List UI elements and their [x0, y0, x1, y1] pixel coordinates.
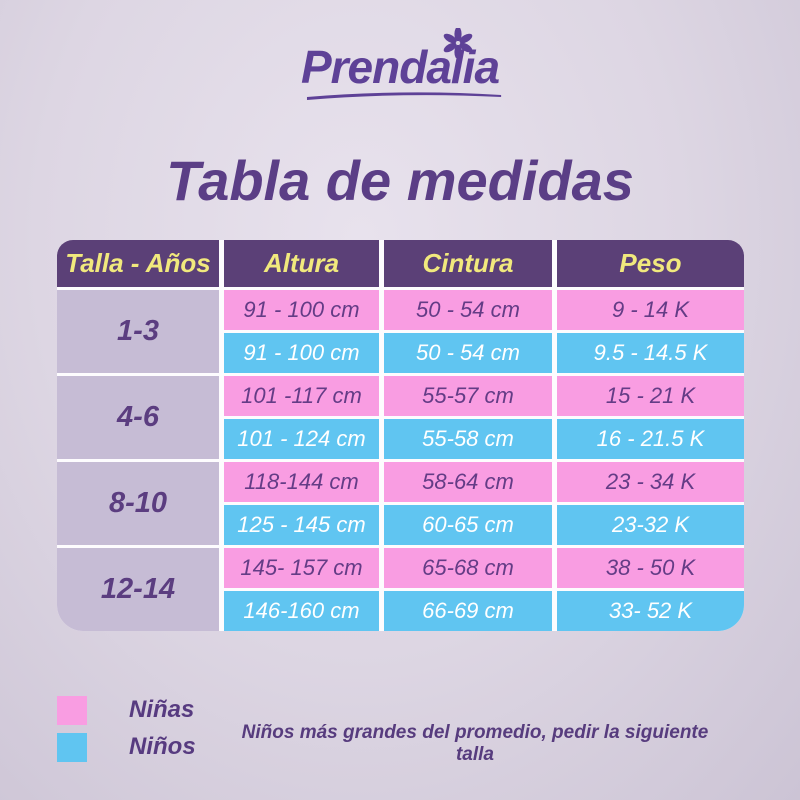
size-table: Talla - Años Altura Cintura Peso 1-3 91 …: [57, 240, 744, 631]
talla-group-4-6: 4-6: [57, 376, 219, 459]
boys-cintura-12-14: 66-69 cm: [384, 591, 552, 631]
talla-group-1-3: 1-3: [57, 290, 219, 373]
boys-altura-1-3: 91 - 100 cm: [224, 333, 379, 373]
boys-peso-12-14: 33- 52 K: [557, 591, 744, 631]
legend-label-boys: Niños: [129, 733, 196, 760]
boys-peso-4-6: 16 - 21.5 K: [557, 419, 744, 459]
legend-label-girls: Niñas: [129, 696, 195, 723]
boys-altura-4-6: 101 - 124 cm: [224, 419, 379, 459]
header-cintura: Cintura: [384, 240, 552, 287]
boys-cintura-8-10: 60-65 cm: [384, 505, 552, 545]
brand-logo-inner: Prendalia: [301, 28, 502, 100]
legend-item-girls: Niñas: [57, 695, 196, 725]
talla-group-8-10: 8-10: [57, 462, 219, 545]
talla-group-12-14: 12-14: [57, 548, 219, 631]
girls-altura-1-3: 91 - 100 cm: [224, 290, 379, 330]
girls-cintura-4-6: 55-57 cm: [384, 376, 552, 416]
girls-cintura-8-10: 58-64 cm: [384, 462, 552, 502]
girls-cintura-12-14: 65-68 cm: [384, 548, 552, 588]
header-talla: Talla - Años: [57, 240, 219, 287]
boys-cintura-1-3: 50 - 54 cm: [384, 333, 552, 373]
legend: Niñas Niños: [57, 695, 196, 769]
girls-peso-8-10: 23 - 34 K: [557, 462, 744, 502]
girls-peso-1-3: 9 - 14 K: [557, 290, 744, 330]
boys-cintura-4-6: 55-58 cm: [384, 419, 552, 459]
header-altura: Altura: [224, 240, 379, 287]
girls-altura-12-14: 145- 157 cm: [224, 548, 379, 588]
girls-peso-12-14: 38 - 50 K: [557, 548, 744, 588]
sizing-note: Niños más grandes del promedio, pedir la…: [241, 722, 709, 765]
girls-altura-8-10: 118-144 cm: [224, 462, 379, 502]
legend-item-boys: Niños: [57, 732, 196, 762]
boys-peso-1-3: 9.5 - 14.5 K: [557, 333, 744, 373]
girls-peso-4-6: 15 - 21 K: [557, 376, 744, 416]
girls-color-swatch: [57, 695, 87, 725]
header-peso: Peso: [557, 240, 744, 287]
boys-peso-8-10: 23-32 K: [557, 505, 744, 545]
boys-altura-8-10: 125 - 145 cm: [224, 505, 379, 545]
boys-color-swatch: [57, 732, 87, 762]
page-title: Tabla de medidas: [166, 149, 634, 212]
brand-logo: Prendalia: [0, 28, 800, 100]
girls-cintura-1-3: 50 - 54 cm: [384, 290, 552, 330]
girls-altura-4-6: 101 -117 cm: [224, 376, 379, 416]
boys-altura-12-14: 146-160 cm: [224, 591, 379, 631]
flower-icon: [443, 28, 473, 58]
logo-underline-swoosh: [306, 92, 502, 100]
